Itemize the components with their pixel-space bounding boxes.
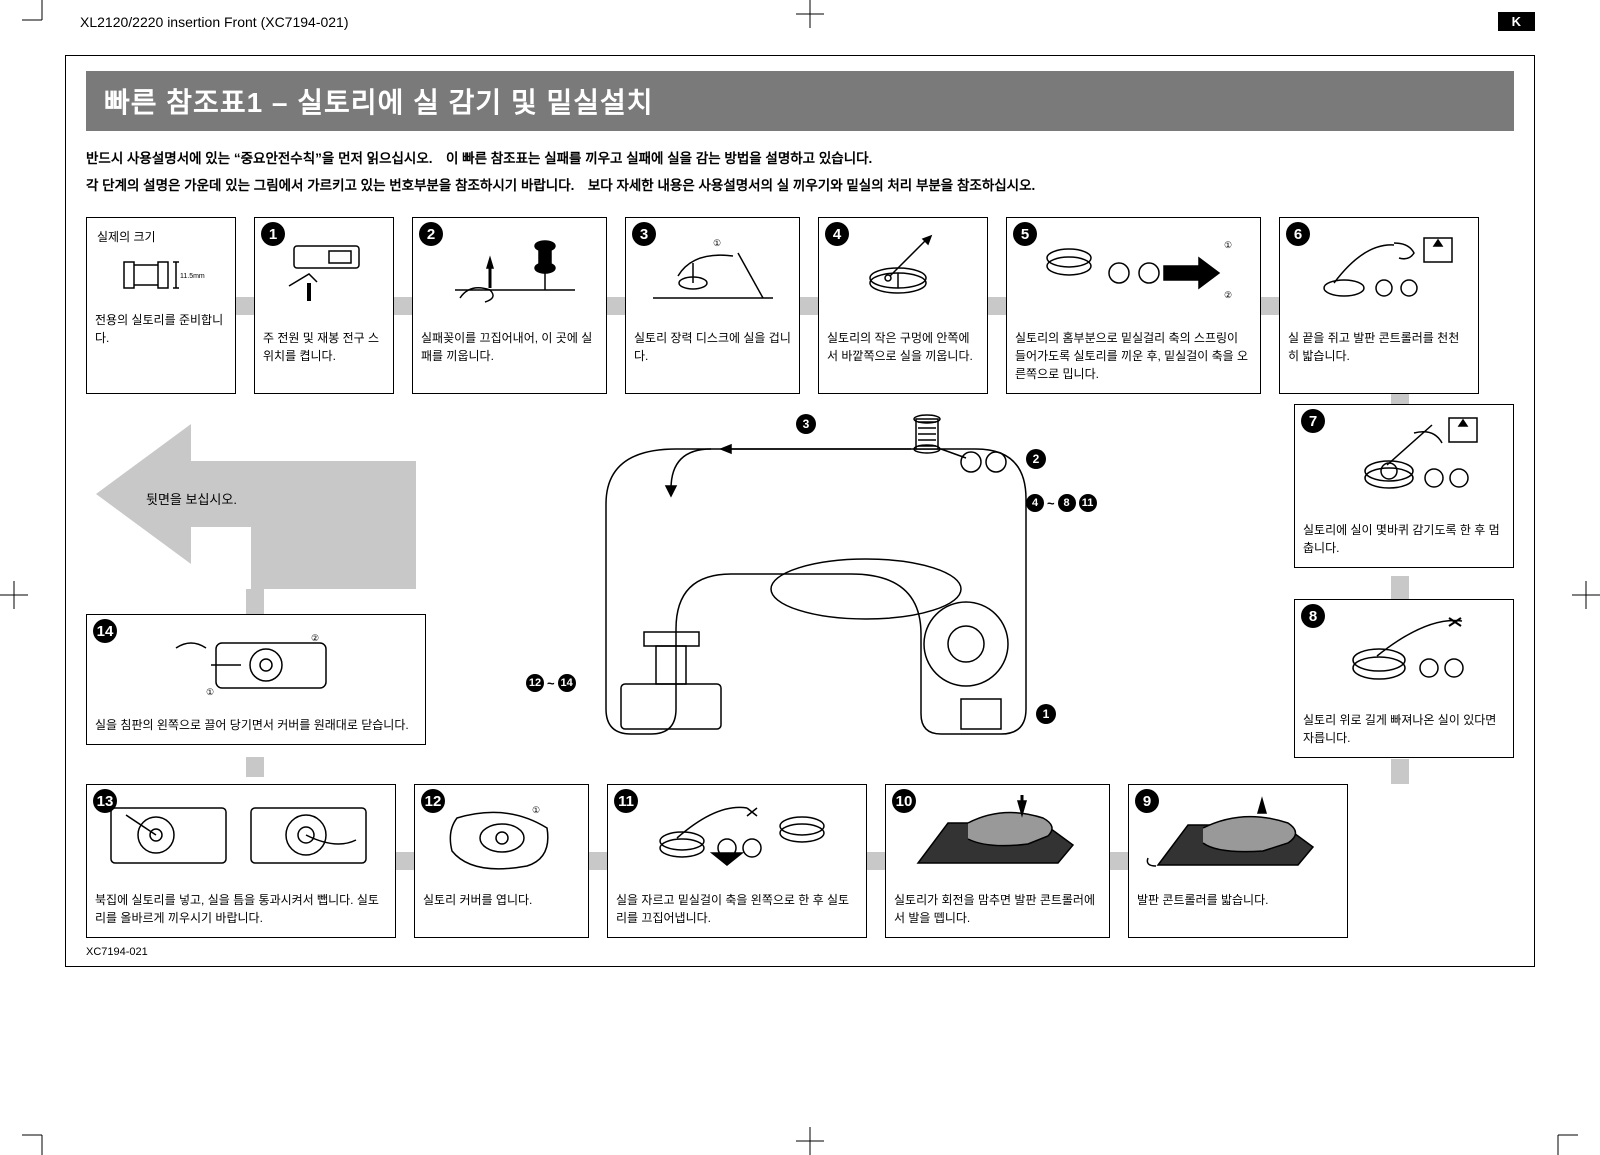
middle-area: 뒷면을 보십시오. 14 ②① 실을 침판의 왼쪽으로 끌어 당기면서 커버를 … <box>86 404 1514 774</box>
size-panel: 실제의 크기 11.5mm 전용의 실토리를 준비합니다. <box>86 217 236 394</box>
svg-text:①: ① <box>713 238 721 248</box>
step-1: 1 주 전원 및 재봉 전구 스위치를 켭니다. <box>254 217 394 394</box>
svg-text:②: ② <box>311 633 319 643</box>
step-4: 4 실토리의 작은 구멍에 안쪽에서 바깥쪽으로 실을 끼웁니다. <box>818 217 988 394</box>
size-title: 실제의 크기 <box>87 218 235 245</box>
svg-text:11.5mm: 11.5mm <box>180 273 205 280</box>
step-7: 7 실토리에 실이 몇바퀴 감기도록 한 후 멈춥니다. <box>1294 404 1514 568</box>
step-10: 10 실토리가 회전을 맘추면 발판 콘트롤러에서 발을 뗍니다. <box>885 784 1110 938</box>
intro-line2: 각 단계의 설명은 가운데 있는 그림에서 가르키고 있는 번호부분을 참조하시… <box>86 172 1514 199</box>
svg-text:②: ② <box>1224 290 1232 300</box>
back-arrow: 뒷면을 보십시오. <box>96 419 416 589</box>
step-12: 12 ① 실토리 커버를 엽니다. <box>414 784 589 938</box>
page-title: 빠른 참조표1 – 실토리에 실 감기 및 밑실설치 <box>86 71 1514 131</box>
doc-title: XL2120/2220 insertion Front (XC7194-021) <box>80 14 349 30</box>
svg-text:①: ① <box>532 805 540 815</box>
step-8: 8 실토리 위로 길게 빠져나온 실이 있다면 자릅니다. <box>1294 599 1514 758</box>
sewing-machine-diagram: 3 2 4~811 1 12~14 <box>566 414 1066 764</box>
bottom-row: 13 북집에 실토리를 넣고, 실을 틈을 통과시켜서 뺍니다. 실토리를 올바… <box>86 784 1514 938</box>
step-14: 14 ②① 실을 침판의 왼쪽으로 끌어 당기면서 커버를 원래대로 닫습니다. <box>86 614 426 745</box>
step-num-1: 1 <box>261 222 285 246</box>
step-6: 6 실 끝을 쥐고 발판 콘트롤러를 천천히 밟습니다. <box>1279 217 1479 394</box>
step-5: 5 ①② 실토리의 홈부분으로 밑실걸리 축의 스프링이 들어가도록 실토리를 … <box>1006 217 1261 394</box>
svg-text:①: ① <box>1224 240 1232 250</box>
footer-code: XC7194-021 <box>86 946 1514 958</box>
top-row: 실제의 크기 11.5mm 전용의 실토리를 준비합니다. 1 주 전원 및 재… <box>86 217 1514 394</box>
intro-text: 반드시 사용설명서에 있는 “중요안전수칙”을 먼저 읽으십시오. 이 빠른 참… <box>86 145 1514 199</box>
step-3: 3 ① 실토리 장력 디스크에 실을 겁니다. <box>625 217 800 394</box>
step-2: 2 실패꽂이를 끄집어내어, 이 곳에 실패를 끼웁니다. <box>412 217 607 394</box>
step-9: 9 발판 콘트롤러를 밟습니다. <box>1128 784 1348 938</box>
svg-text:①: ① <box>206 687 214 697</box>
intro-line1: 반드시 사용설명서에 있는 “중요안전수칙”을 먼저 읽으십시오. 이 빠른 참… <box>86 145 1514 172</box>
step-13: 13 북집에 실토리를 넣고, 실을 틈을 통과시켜서 뺍니다. 실토리를 올바… <box>86 784 396 938</box>
step-11: 11 실을 자르고 밑실걸이 축을 왼쪽으로 한 후 실토리를 끄집어냅니다. <box>607 784 867 938</box>
page-frame: 빠른 참조표1 – 실토리에 실 감기 및 밑실설치 반드시 사용설명서에 있는… <box>65 55 1535 967</box>
size-caption: 전용의 실토리를 준비합니다. <box>87 305 235 357</box>
size-diagram: 11.5mm <box>87 245 235 305</box>
doc-header: XL2120/2220 insertion Front (XC7194-021)… <box>80 12 1535 31</box>
lang-badge: K <box>1498 12 1535 31</box>
